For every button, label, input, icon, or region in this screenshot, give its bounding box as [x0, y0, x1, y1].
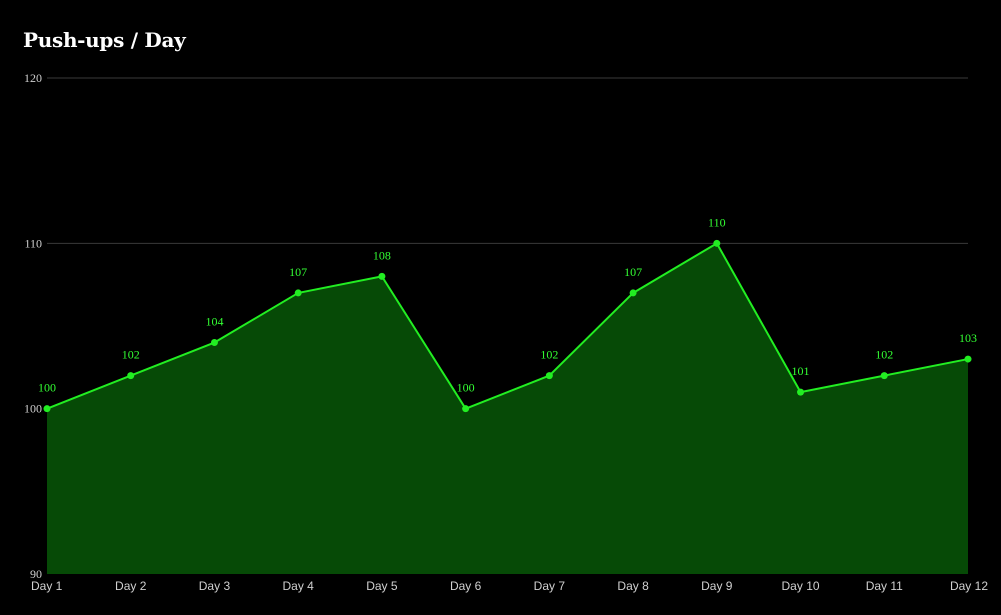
- data-label: 102: [875, 348, 893, 362]
- data-point: [43, 405, 51, 413]
- x-tick-label: Day 9: [701, 579, 733, 593]
- data-point: [880, 372, 888, 380]
- data-label: 104: [205, 315, 223, 329]
- x-tick-label: Day 7: [534, 579, 566, 593]
- y-tick-label: 90: [30, 567, 42, 581]
- y-tick-label: 120: [24, 71, 42, 85]
- data-point: [210, 339, 218, 347]
- y-tick-label: 110: [24, 236, 42, 250]
- data-point: [462, 405, 470, 413]
- data-point: [797, 388, 805, 396]
- data-label: 102: [540, 348, 558, 362]
- x-tick-label: Day 12: [950, 579, 988, 593]
- x-tick-label: Day 11: [866, 579, 903, 593]
- data-point: [545, 372, 553, 380]
- data-label: 108: [373, 248, 391, 262]
- area-fill: [47, 243, 968, 575]
- series-line: [46, 242, 969, 410]
- x-tick-label: Day 6: [450, 579, 482, 593]
- data-point: [127, 372, 135, 380]
- data-label: 100: [38, 381, 56, 395]
- y-tick-label: 100: [24, 402, 42, 416]
- x-tick-label: Day 8: [617, 579, 649, 593]
- x-tick-label: Day 10: [782, 579, 820, 593]
- x-tick-label: Day 3: [199, 579, 231, 593]
- x-tick-label: Day 5: [366, 579, 398, 593]
- data-point: [378, 272, 386, 280]
- x-tick-label: Day 1: [31, 579, 63, 593]
- chart-title: Push-ups / Day: [23, 28, 186, 52]
- data-label: 103: [959, 331, 977, 345]
- data-point: [294, 289, 302, 297]
- data-points: [43, 239, 972, 413]
- data-label: 101: [792, 364, 810, 378]
- data-label: 107: [289, 265, 307, 279]
- data-label: 100: [457, 381, 475, 395]
- data-point: [629, 289, 637, 297]
- data-label: 110: [708, 215, 726, 229]
- x-tick-label: Day 2: [115, 579, 147, 593]
- series-line-group: [46, 242, 969, 410]
- data-point: [964, 355, 972, 363]
- data-label: 107: [624, 265, 642, 279]
- data-label: 102: [122, 348, 140, 362]
- data-labels: 100 102 104 107 108 100 102 107 110 101 102 103: [38, 215, 977, 394]
- x-axis: Day 1 Day 2 Day 3 Day 4 Day 5 Day 6 Day 7 Day 8…: [31, 579, 988, 593]
- data-point: [713, 239, 721, 247]
- x-tick-label: Day 4: [283, 579, 315, 593]
- y-axis: 90 100 110 120: [24, 71, 42, 581]
- area-fill-group: [47, 243, 968, 575]
